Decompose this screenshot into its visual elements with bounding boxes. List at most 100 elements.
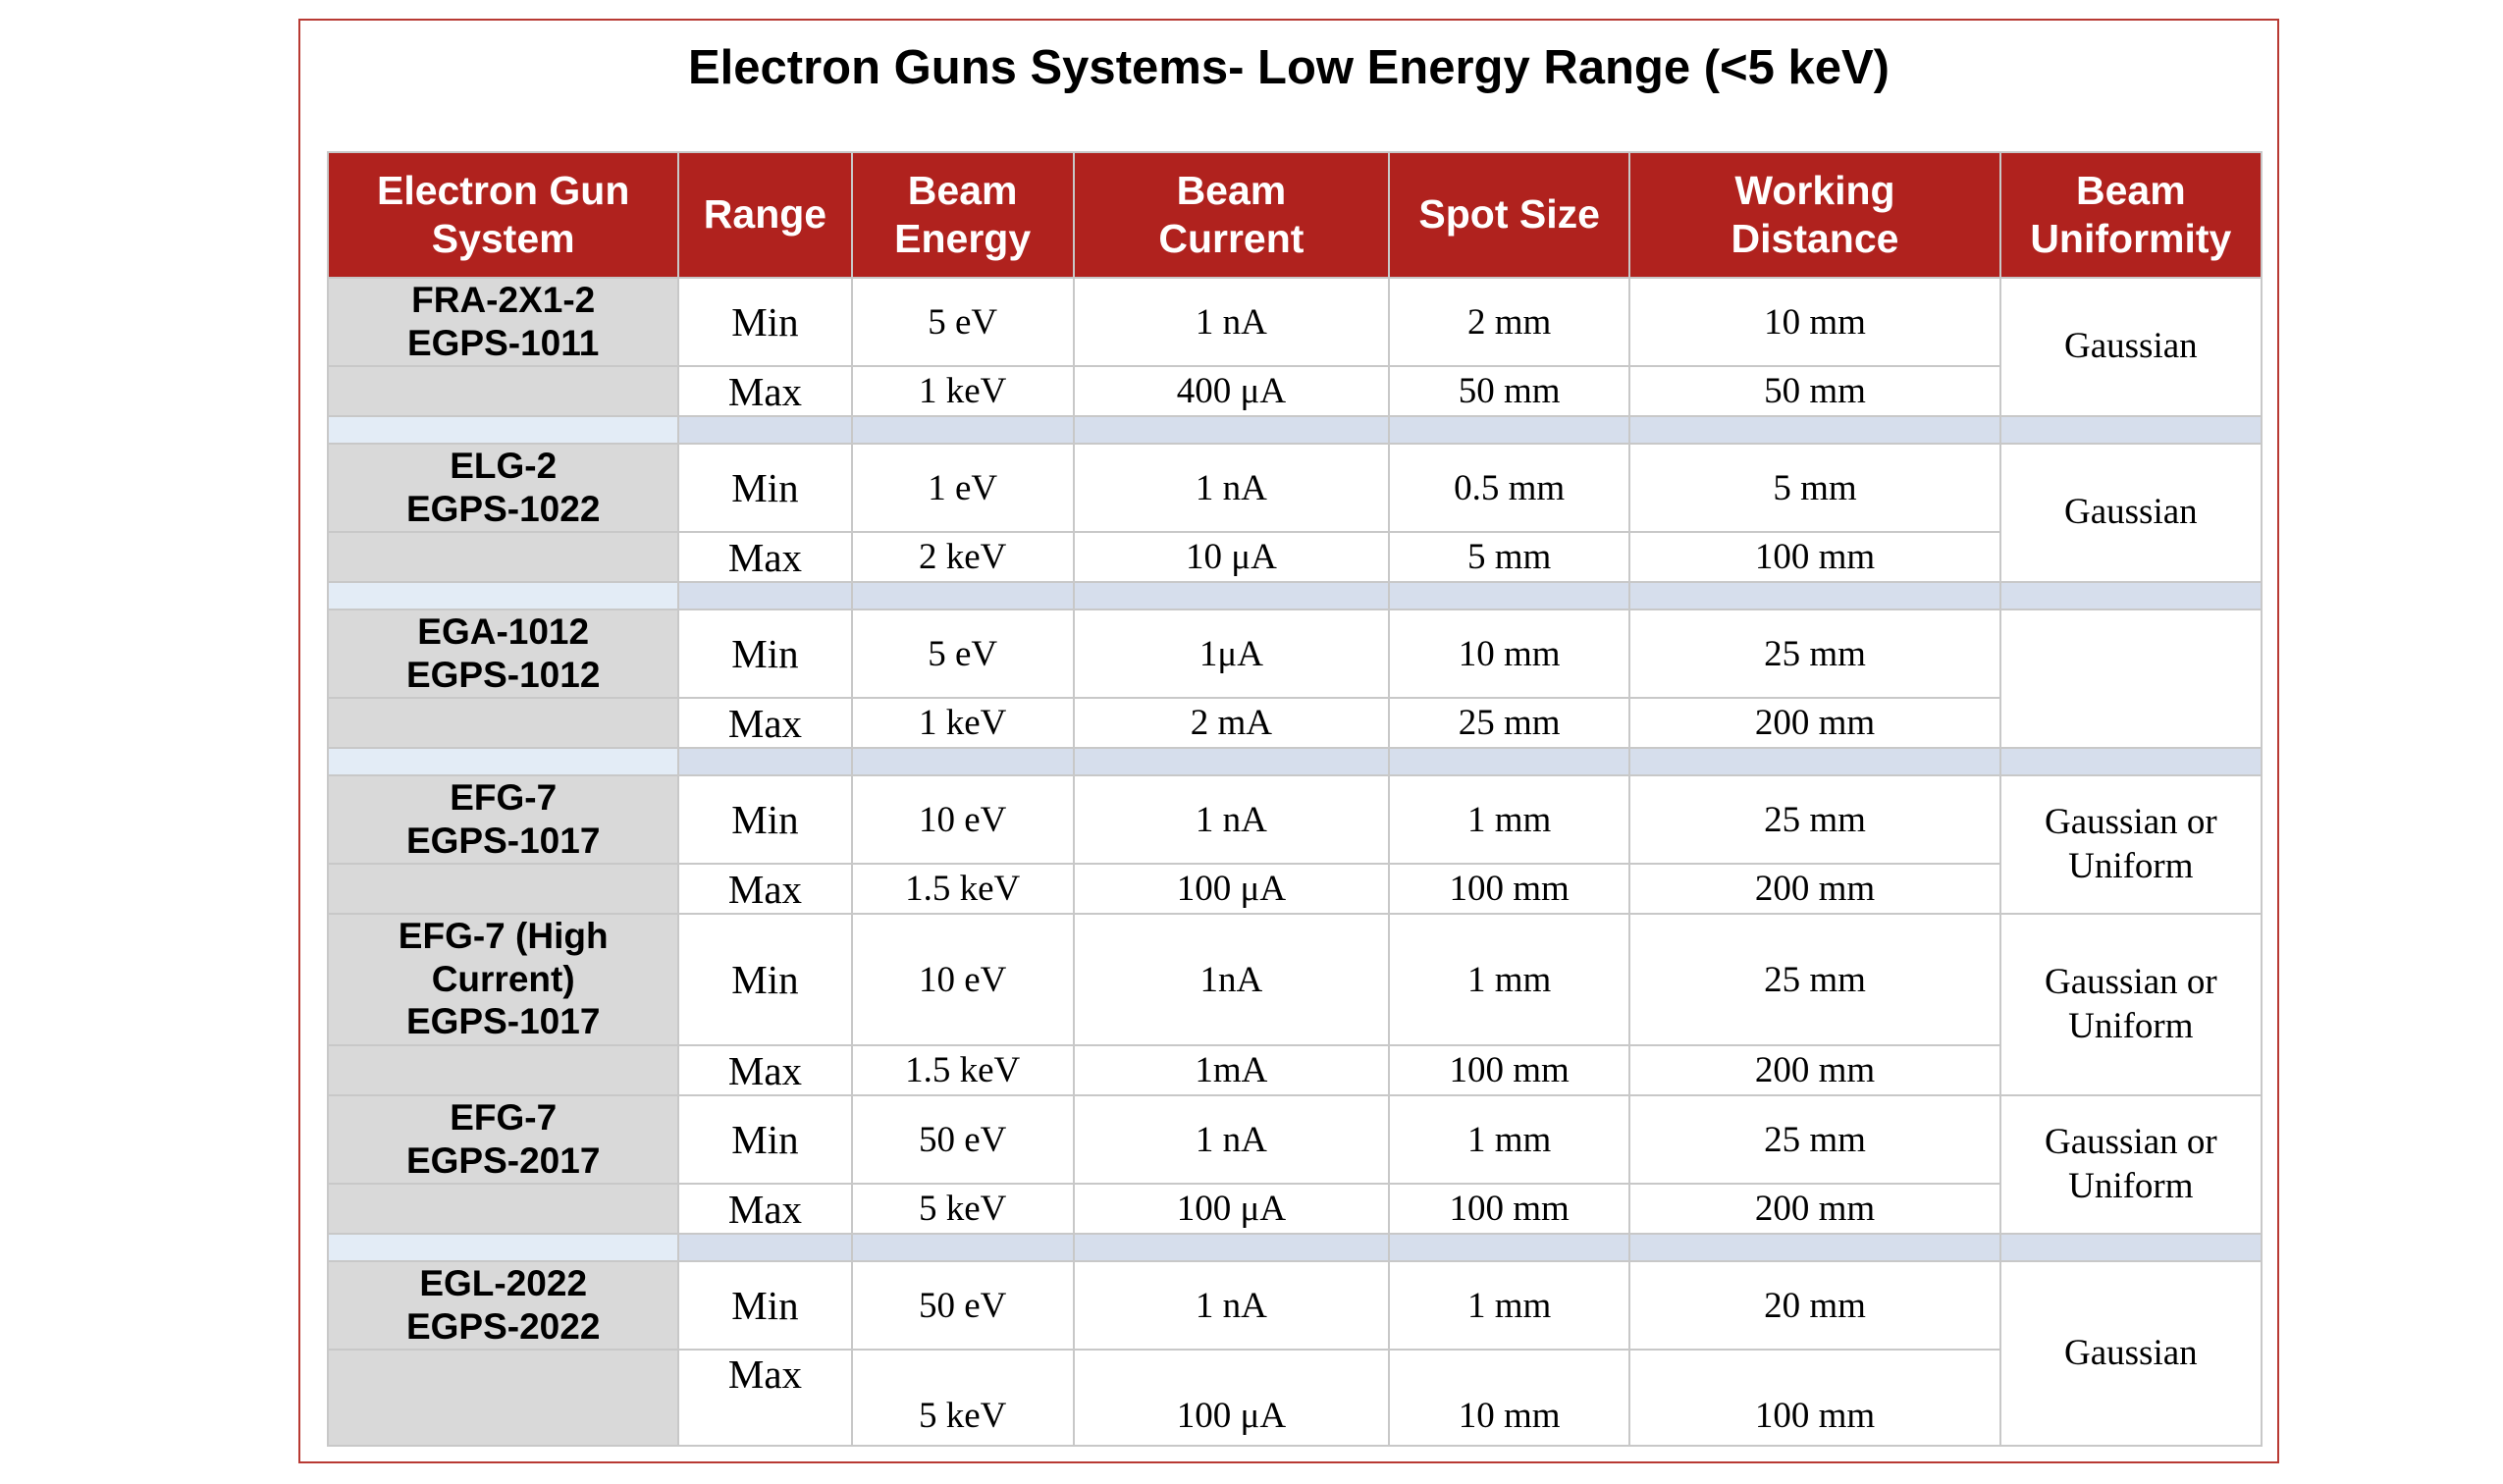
beam-energy-cell: 50 eV: [850, 1260, 1075, 1351]
range-cell: Min: [677, 443, 853, 533]
range-cell: Max: [677, 1349, 853, 1447]
range-cell: Max: [677, 531, 853, 583]
system-name-line: EGPS-1011: [406, 322, 600, 363]
beam-current-cell: 1mA: [1072, 1044, 1391, 1096]
table-row: EGL-2022 EGPS-2022 Min 50 eV 1 nA 1 mm 20 mm Ga…: [326, 1260, 2263, 1447]
beam-current-cell: 100 μA: [1072, 1349, 1391, 1447]
beam-current-cell: 1μA: [1072, 609, 1391, 699]
spacer-cell: [1388, 415, 1631, 445]
spot-size-cell: 100 mm: [1388, 1044, 1631, 1096]
spacer-cell: [850, 747, 1075, 776]
beam-uniformity-cell: Gaussian or Uniform: [1998, 1094, 2263, 1235]
spot-size-cell: 1 mm: [1388, 1260, 1631, 1351]
range-cell: Min: [677, 609, 853, 699]
spacer-row: [326, 581, 2263, 610]
range-cell: Min: [677, 913, 853, 1046]
working-distance-cell: 5 mm: [1628, 443, 2001, 533]
range-cell: Min: [677, 1260, 853, 1351]
spacer-cell: [1072, 581, 1391, 610]
spacer-cell: [850, 1233, 1075, 1262]
system-name-cell: ELG-2 EGPS-1022: [326, 443, 680, 533]
beam-energy-cell: 1 keV: [850, 697, 1075, 749]
spacer-cell: [850, 581, 1075, 610]
electron-gun-spec-table: Electron Gun System Range Beam Energy Beam…: [326, 151, 2263, 1447]
working-distance-cell: 25 mm: [1628, 609, 2001, 699]
header-working-distance: Working Distance: [1628, 151, 2001, 279]
beam-current-cell: 400 μA: [1072, 365, 1391, 417]
spacer-cell: [677, 415, 853, 445]
working-distance-cell: 25 mm: [1628, 1094, 2001, 1185]
system-name-cell-empty: [326, 531, 680, 583]
system-name-cell: FRA-2X1-2 EGPS-1011: [326, 277, 680, 367]
spacer-cell: [1998, 581, 2263, 610]
range-cell: Max: [677, 365, 853, 417]
spot-size-cell: 5 mm: [1388, 531, 1631, 583]
beam-energy-cell: 2 keV: [850, 531, 1075, 583]
system-name-line: EGPS-1017: [405, 1001, 601, 1042]
spacer-cell: [677, 747, 853, 776]
beam-current-cell: 1nA: [1072, 913, 1391, 1046]
beam-current-cell: 100 μA: [1072, 863, 1391, 915]
spacer-cell: [326, 415, 680, 445]
spacer-cell: [1388, 1233, 1631, 1262]
spacer-cell: [1388, 747, 1631, 776]
beam-current-cell: 100 μA: [1072, 1183, 1391, 1235]
beam-uniformity-cell: Gaussian or Uniform: [1998, 913, 2263, 1096]
header-electron-gun-system: Electron Gun System: [326, 151, 680, 279]
beam-energy-cell: 5 eV: [850, 609, 1075, 699]
working-distance-cell: 10 mm: [1628, 277, 2001, 367]
system-name-cell: EFG-7 EGPS-1017: [326, 774, 680, 865]
beam-energy-cell: 10 eV: [850, 913, 1075, 1046]
spacer-cell: [1998, 747, 2263, 776]
header-beam-uniformity: Beam Uniformity: [1998, 151, 2263, 279]
table-row: FRA-2X1-2 EGPS-1011 Min 5 eV 1 nA 2 mm 10 mm Ga…: [326, 277, 2263, 417]
table-row: Max 1.5 keV 100 μA 100 mm 200 mm: [326, 863, 2262, 915]
system-name-line: FRA-2X1-2: [411, 280, 596, 320]
system-name-cell: EFG-7 EGPS-2017: [326, 1094, 680, 1185]
spacer-row: [326, 415, 2263, 445]
system-name-line: EGPS-1012: [405, 654, 601, 695]
system-name-line: EFG-7: [450, 777, 558, 818]
spacer-row: [326, 1233, 2263, 1262]
spacer-cell: [1998, 1233, 2263, 1262]
beam-current-cell: 1 nA: [1072, 1094, 1391, 1185]
working-distance-cell: 200 mm: [1628, 1183, 2001, 1235]
range-cell: Max: [677, 697, 853, 749]
system-name-cell: EGA-1012 EGPS-1012: [326, 609, 680, 699]
beam-energy-cell: 1 keV: [850, 365, 1075, 417]
beam-energy-cell: 10 eV: [850, 774, 1075, 865]
spacer-cell: [1628, 747, 2001, 776]
system-name-line: EFG-7 (High: [398, 916, 609, 956]
header-beam-energy: Beam Energy: [850, 151, 1075, 279]
beam-energy-cell: 5 keV: [850, 1349, 1075, 1447]
page-title: Electron Guns Systems- Low Energy Range …: [688, 41, 1890, 94]
beam-current-cell: 10 μA: [1072, 531, 1391, 583]
table-row: EFG-7 (High Current) EGPS-1017 Min 10 eV 1nA 1…: [326, 913, 2263, 1096]
beam-uniformity-line: Gaussian: [2064, 1332, 2198, 1373]
table-row: EFG-7 EGPS-1017 Min 10 eV 1 nA 1 mm 25 mm Gauss…: [326, 774, 2263, 915]
spot-size-cell: 1 mm: [1388, 913, 1631, 1046]
spacer-cell: [1628, 581, 2001, 610]
table-row: Max 1 keV 400 μA 50 mm 50 mm: [326, 365, 2262, 417]
system-name-line: EGA-1012: [417, 611, 590, 652]
beam-uniformity-line: Gaussian: [2064, 326, 2198, 367]
beam-current-cell: 1 nA: [1072, 443, 1391, 533]
beam-uniformity-cell: Gaussian: [1998, 1260, 2263, 1447]
range-cell: Max: [677, 863, 853, 915]
working-distance-cell: 200 mm: [1628, 1044, 2001, 1096]
beam-uniformity-cell: Gaussian: [1998, 277, 2263, 417]
spot-size-cell: 10 mm: [1388, 1349, 1631, 1447]
system-name-cell-empty: [326, 365, 680, 417]
table-row: EGA-1012 EGPS-1012 Min 5 eV 1μA 10 mm 25 mm: [326, 609, 2263, 749]
spot-size-cell: 100 mm: [1388, 863, 1631, 915]
spot-size-cell: 2 mm: [1388, 277, 1631, 367]
system-name-line: EGPS-2017: [405, 1140, 601, 1181]
system-name-line: EGL-2022: [419, 1263, 588, 1303]
working-distance-cell: 20 mm: [1628, 1260, 2001, 1351]
spacer-cell: [1628, 1233, 2001, 1262]
spot-size-cell: 0.5 mm: [1388, 443, 1631, 533]
spot-size-cell: 25 mm: [1388, 697, 1631, 749]
working-distance-cell: 50 mm: [1628, 365, 2001, 417]
system-name-cell-empty: [326, 1349, 680, 1447]
beam-uniformity-line: Gaussian: [2064, 492, 2198, 533]
